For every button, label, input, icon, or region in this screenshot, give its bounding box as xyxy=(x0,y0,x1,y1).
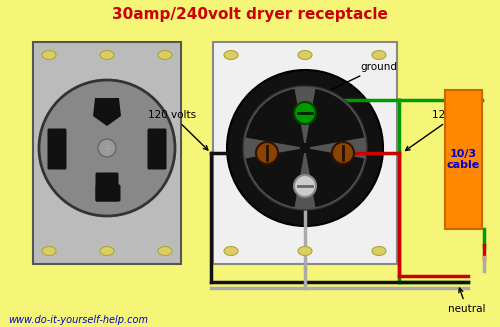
Ellipse shape xyxy=(372,247,386,255)
Text: www.do-it-yourself-help.com: www.do-it-yourself-help.com xyxy=(8,315,148,325)
Wedge shape xyxy=(305,148,364,207)
Polygon shape xyxy=(93,98,121,126)
Text: 10/3
cable: 10/3 cable xyxy=(447,149,480,170)
Circle shape xyxy=(294,102,316,124)
Wedge shape xyxy=(246,148,305,207)
Circle shape xyxy=(332,142,354,164)
Text: 120 volts: 120 volts xyxy=(148,110,208,150)
Circle shape xyxy=(98,139,116,157)
Ellipse shape xyxy=(224,247,238,255)
Ellipse shape xyxy=(298,50,312,60)
Text: 30amp/240volt dryer receptacle: 30amp/240volt dryer receptacle xyxy=(112,7,388,22)
Ellipse shape xyxy=(372,50,386,60)
Bar xyxy=(445,90,482,229)
Circle shape xyxy=(227,70,383,226)
Text: 120 volts: 120 volts xyxy=(406,110,480,150)
Text: neutral: neutral xyxy=(448,288,486,314)
Wedge shape xyxy=(246,89,305,148)
Ellipse shape xyxy=(158,247,172,255)
Ellipse shape xyxy=(298,247,312,255)
Text: ground: ground xyxy=(314,62,397,98)
Ellipse shape xyxy=(100,50,114,60)
Circle shape xyxy=(256,142,278,164)
Ellipse shape xyxy=(158,50,172,60)
Text: +: + xyxy=(103,144,111,153)
Circle shape xyxy=(39,80,175,216)
FancyBboxPatch shape xyxy=(148,129,167,169)
Circle shape xyxy=(300,143,310,153)
FancyBboxPatch shape xyxy=(96,184,120,201)
FancyBboxPatch shape xyxy=(33,42,181,264)
Circle shape xyxy=(294,175,316,197)
Ellipse shape xyxy=(42,247,56,255)
Ellipse shape xyxy=(100,247,114,255)
Ellipse shape xyxy=(224,50,238,60)
Ellipse shape xyxy=(42,50,56,60)
FancyBboxPatch shape xyxy=(96,173,118,201)
FancyBboxPatch shape xyxy=(213,42,397,264)
FancyBboxPatch shape xyxy=(48,129,66,169)
Circle shape xyxy=(243,86,367,210)
Wedge shape xyxy=(305,89,364,148)
